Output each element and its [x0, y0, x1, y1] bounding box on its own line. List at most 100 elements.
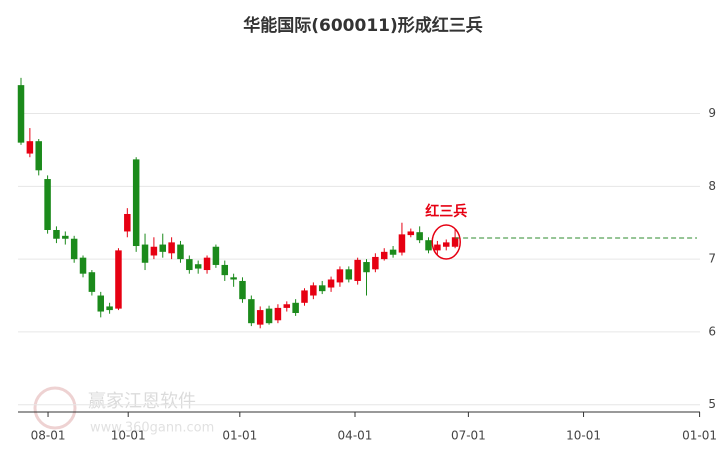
- candle-body: [327, 279, 335, 288]
- candle: [62, 231, 69, 245]
- candle: [256, 306, 264, 329]
- watermark: 赢家江恩软件 www.360gann.com: [33, 386, 214, 436]
- candle-body: [186, 259, 193, 271]
- x-tick-label: 10-01: [566, 429, 601, 443]
- candle-body: [221, 264, 229, 276]
- candle-body: [265, 308, 273, 324]
- candle: [380, 248, 388, 261]
- candle: [124, 208, 131, 238]
- candle: [336, 266, 344, 287]
- candle: [354, 257, 361, 285]
- x-tick-label: 01-01: [222, 429, 257, 443]
- candle-body: [283, 304, 291, 308]
- candle: [132, 157, 140, 252]
- candle: [239, 277, 246, 303]
- y-tick-label: 7: [708, 252, 716, 266]
- candle: [97, 291, 104, 318]
- candle-body: [212, 246, 220, 265]
- candle-body: [79, 257, 87, 274]
- candle: [186, 255, 193, 274]
- candle-body: [407, 231, 415, 236]
- x-tick-label: 01-01: [682, 429, 717, 443]
- candle-body: [451, 237, 459, 247]
- candle: [159, 233, 167, 258]
- candle-body: [168, 242, 175, 254]
- candle-body: [274, 307, 282, 321]
- candle-body: [70, 238, 78, 260]
- x-tick-label: 07-01: [451, 429, 486, 443]
- candle: [292, 299, 299, 316]
- candle-body: [124, 213, 131, 232]
- candle: [70, 235, 78, 263]
- candle: [177, 240, 184, 263]
- candle-body: [194, 264, 202, 269]
- candle-body: [44, 179, 51, 230]
- candle: [53, 226, 60, 244]
- candle: [345, 266, 353, 283]
- candle: [425, 237, 432, 254]
- candle: [318, 280, 326, 295]
- candle: [106, 302, 113, 314]
- annotation: 红三兵: [425, 203, 467, 220]
- candle-body: [398, 234, 406, 253]
- y-tick-label: 6: [708, 324, 716, 338]
- candle-body: [442, 242, 450, 247]
- candle: [168, 237, 175, 260]
- x-tick-label: 04-01: [338, 429, 373, 443]
- candle: [310, 282, 317, 300]
- candle-body: [159, 244, 167, 252]
- candle: [407, 228, 415, 238]
- candle-body: [239, 280, 246, 300]
- x-tick-label: 08-01: [31, 429, 66, 443]
- candle: [274, 304, 282, 324]
- candle-body: [256, 310, 264, 325]
- y-tick-label: 5: [708, 397, 716, 411]
- candle-body: [336, 269, 344, 283]
- candle-body: [292, 302, 299, 313]
- candle-body: [389, 249, 397, 255]
- watermark-logo: [33, 386, 77, 430]
- candle: [248, 295, 255, 327]
- candle-body: [17, 85, 25, 143]
- candle: [372, 253, 379, 273]
- candle-body: [310, 285, 317, 296]
- watermark-text: 赢家江恩软件: [88, 390, 196, 412]
- candle-body: [434, 244, 441, 251]
- candle-body: [35, 141, 42, 171]
- candle-body: [230, 277, 237, 280]
- candle-body: [345, 269, 353, 280]
- candle: [327, 276, 335, 292]
- candle-body: [106, 306, 113, 311]
- candle-body: [26, 141, 34, 154]
- candle-body: [150, 246, 158, 256]
- candle: [265, 305, 273, 325]
- candle: [88, 270, 96, 296]
- candle: [363, 259, 370, 296]
- candle: [434, 240, 441, 256]
- candle: [230, 273, 237, 287]
- candle-body: [363, 262, 370, 273]
- candle-body: [318, 285, 326, 292]
- candle-body: [425, 240, 432, 251]
- candle: [26, 128, 34, 158]
- watermark-url: www.360gann.com: [90, 421, 214, 436]
- chart-title: 华能国际(600011)形成红三兵: [243, 15, 483, 36]
- candle: [150, 237, 158, 260]
- candle-body: [380, 251, 388, 260]
- candle-body: [301, 290, 308, 303]
- candle: [221, 260, 229, 281]
- candle-body: [115, 250, 122, 309]
- candle: [35, 139, 42, 176]
- candle: [398, 222, 406, 256]
- candle-body: [354, 259, 361, 281]
- y-tick-label: 8: [708, 179, 716, 193]
- x-tick-label: 10-01: [111, 429, 146, 443]
- candle-body: [141, 244, 149, 263]
- candle: [212, 244, 220, 268]
- candle-body: [416, 232, 423, 241]
- candle-body: [53, 230, 60, 239]
- candle: [301, 288, 308, 306]
- candle-body: [62, 235, 69, 239]
- candle-body: [88, 272, 96, 292]
